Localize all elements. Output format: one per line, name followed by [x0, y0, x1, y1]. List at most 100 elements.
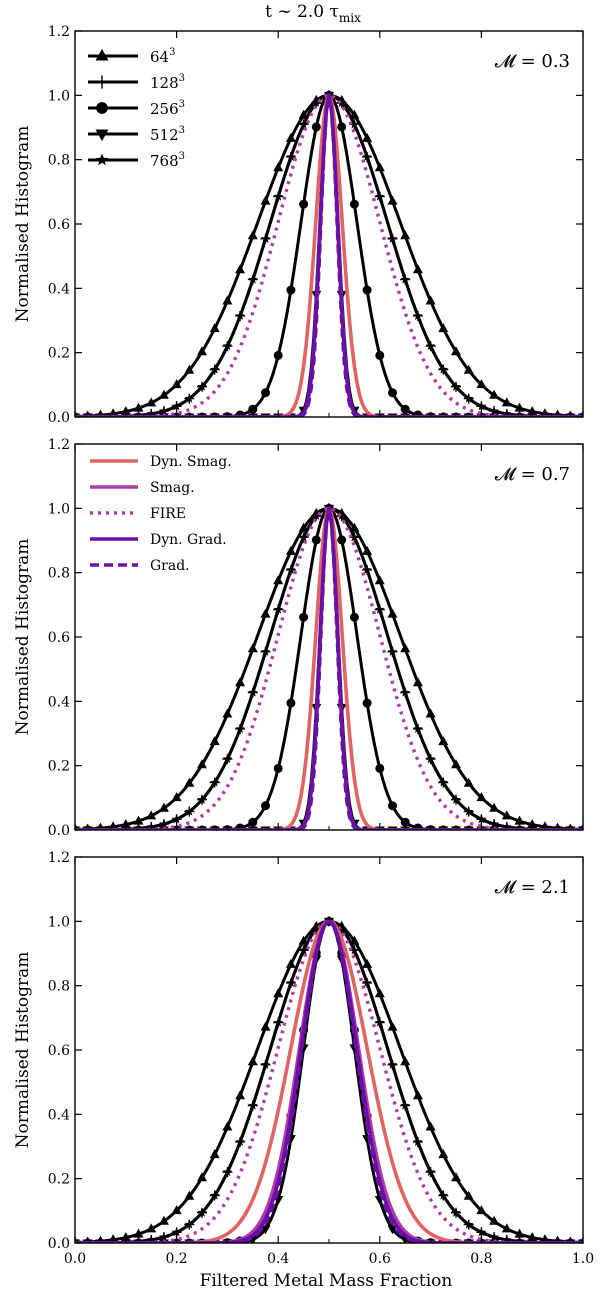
data-point [197, 794, 207, 804]
panel-mach-label: 𝓜 = 2.1 [495, 877, 570, 898]
legend-marker [96, 102, 108, 114]
legend-label: Dyn. Grad. [150, 532, 227, 548]
data-point [298, 119, 309, 129]
data-point [514, 410, 525, 417]
x-tick-label: 0.2 [165, 1251, 187, 1267]
data-point [285, 545, 296, 555]
data-point [463, 393, 474, 403]
data-point [387, 608, 398, 618]
axes-frame [74, 443, 584, 831]
data-point [425, 341, 436, 351]
data-point [412, 677, 423, 687]
data-point [311, 535, 321, 545]
data-point [476, 1205, 487, 1215]
data-point [171, 814, 182, 824]
series-line [75, 506, 583, 830]
data-point [501, 1223, 512, 1233]
data-point [514, 815, 525, 825]
data-point [451, 794, 461, 804]
series-line [75, 919, 583, 1243]
data-point [451, 346, 461, 356]
data-point [247, 230, 258, 240]
data-point [184, 806, 195, 816]
data-point [337, 535, 347, 545]
data-point [400, 687, 410, 697]
data-point [375, 191, 385, 201]
data-point [362, 151, 372, 161]
data-point [260, 1225, 271, 1235]
data-point [273, 763, 283, 773]
data-point [159, 819, 169, 829]
data-point [489, 1232, 499, 1242]
data-point [248, 817, 258, 827]
data-point [476, 1227, 487, 1237]
legend-label: FIRE [150, 506, 186, 522]
data-point [438, 826, 449, 830]
data-point [374, 162, 385, 172]
data-point [235, 1090, 246, 1100]
data-point [502, 821, 512, 830]
y-tick-label: 0.4 [48, 281, 70, 297]
legend-label: 643 [150, 47, 175, 66]
series-line [75, 506, 583, 830]
data-point [438, 777, 449, 787]
data-point [222, 1121, 233, 1131]
data-point [133, 815, 144, 825]
data-point [158, 802, 169, 812]
data-point [463, 413, 474, 417]
data-point [286, 151, 296, 161]
data-point [159, 406, 169, 416]
y-tick-label: 0.8 [48, 979, 70, 995]
data-point [438, 1190, 449, 1200]
data-point [527, 406, 538, 416]
data-point [489, 389, 500, 399]
data-point [260, 826, 271, 830]
legend-label: 2563 [150, 99, 185, 118]
data-point [311, 122, 321, 132]
data-point [248, 274, 258, 284]
data-point [261, 388, 270, 398]
y-tick-label: 0.6 [48, 630, 70, 646]
data-point [184, 393, 195, 403]
data-point [311, 923, 322, 933]
figure-title-subscript: mix [339, 11, 361, 25]
data-point [387, 1225, 398, 1235]
series-line [75, 919, 583, 1243]
data-point [311, 97, 322, 107]
data-point [451, 1207, 461, 1217]
series-line [75, 919, 583, 1243]
series-line [75, 506, 583, 830]
panel-3: 0.0 0.2 0.4 0.6 0.8 1.0 0.0 0.2 0.4 0.6 0.8 1.0 1.2 N… [13, 850, 594, 1267]
data-point [197, 413, 207, 417]
legend-marker [95, 153, 109, 166]
data-point [349, 119, 360, 129]
data-point [235, 413, 246, 417]
legend-label: 1283 [150, 73, 185, 92]
data-point [374, 575, 385, 585]
data-point [349, 945, 360, 955]
data-point [425, 1121, 436, 1131]
data-point [476, 792, 487, 802]
y-tick-label: 0.4 [48, 694, 70, 710]
data-point [489, 1215, 500, 1225]
panel-2: 0.0 0.2 0.4 0.6 0.8 1.0 1.2 Normalised Histogra… [13, 437, 584, 839]
data-point [463, 826, 474, 830]
data-point [425, 1167, 436, 1177]
data-point [387, 233, 398, 243]
data-point [197, 1172, 207, 1182]
data-point [184, 364, 195, 374]
data-point [171, 1227, 182, 1237]
data-point [120, 406, 131, 416]
data-point [362, 545, 373, 555]
data-point [413, 310, 423, 320]
data-point [261, 801, 270, 811]
panels: 0.0 0.2 0.4 0.6 0.8 1.0 1.2 Normalised Histogra… [13, 24, 594, 1267]
series-line [75, 506, 583, 830]
data-point [387, 195, 398, 205]
data-point [197, 759, 207, 769]
data-point [362, 285, 372, 295]
y-axis-label: Normalised Histogram [13, 126, 33, 323]
y-axis-label: Normalised Histogram [13, 539, 33, 736]
data-point [400, 643, 411, 653]
data-point [311, 510, 322, 520]
